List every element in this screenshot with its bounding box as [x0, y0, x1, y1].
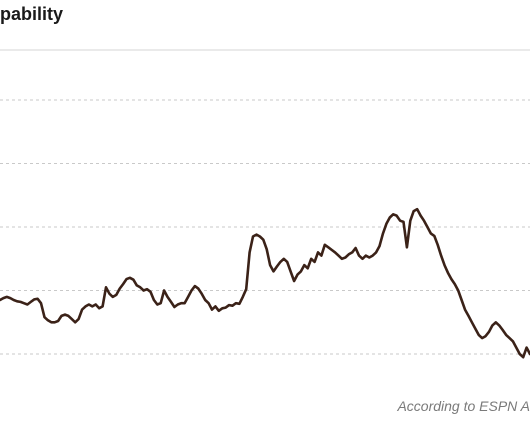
- source-note: According to ESPN A: [397, 398, 530, 414]
- chart-title: pability: [0, 4, 64, 24]
- series-group: [0, 207, 530, 359]
- series-line: [0, 207, 530, 359]
- gridlines: [0, 99, 530, 355]
